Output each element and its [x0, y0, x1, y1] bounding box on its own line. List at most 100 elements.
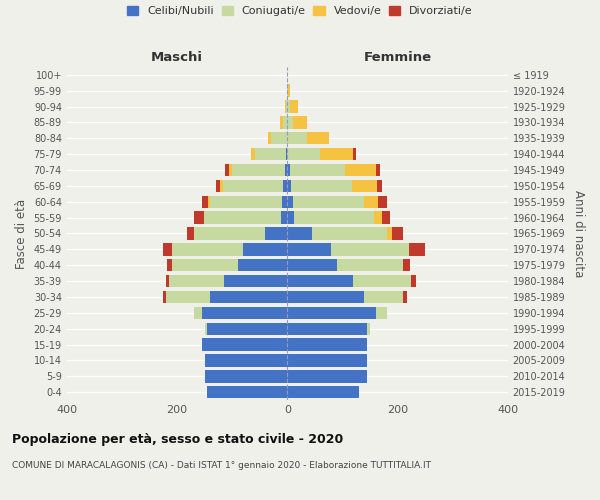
- Bar: [238, 259, 287, 272]
- Bar: [282, 196, 287, 208]
- Bar: [215, 180, 220, 192]
- Bar: [172, 243, 243, 256]
- Bar: [287, 100, 290, 112]
- Bar: [284, 100, 286, 112]
- Bar: [205, 322, 208, 335]
- Bar: [287, 116, 293, 128]
- Text: Maschi: Maschi: [151, 50, 203, 64]
- Bar: [290, 164, 345, 176]
- Bar: [287, 386, 359, 398]
- Bar: [202, 338, 287, 351]
- Bar: [367, 322, 370, 335]
- Bar: [312, 228, 386, 239]
- Bar: [166, 291, 210, 303]
- Y-axis label: Fasce di età: Fasce di età: [15, 198, 28, 268]
- Bar: [307, 132, 329, 144]
- Bar: [169, 275, 224, 287]
- Bar: [287, 259, 337, 272]
- Bar: [287, 322, 367, 335]
- Bar: [364, 196, 378, 208]
- Bar: [293, 116, 307, 128]
- Bar: [290, 100, 298, 112]
- Bar: [194, 228, 265, 239]
- Bar: [163, 291, 166, 303]
- Legend: Celibi/Nubili, Coniugati/e, Vedovi/e, Divorziati/e: Celibi/Nubili, Coniugati/e, Vedovi/e, Di…: [127, 6, 473, 16]
- Bar: [353, 148, 356, 160]
- Bar: [409, 243, 425, 256]
- Bar: [287, 243, 331, 256]
- Bar: [287, 370, 367, 382]
- Bar: [251, 148, 256, 160]
- Bar: [283, 180, 287, 192]
- Bar: [291, 180, 352, 192]
- Y-axis label: Anni di nascita: Anni di nascita: [572, 190, 585, 277]
- Bar: [208, 196, 210, 208]
- Bar: [205, 370, 287, 382]
- Bar: [287, 275, 353, 287]
- Bar: [194, 212, 203, 224]
- Bar: [225, 164, 229, 176]
- Bar: [287, 132, 307, 144]
- Bar: [403, 259, 410, 272]
- Bar: [223, 180, 283, 192]
- Bar: [243, 243, 287, 256]
- Bar: [364, 291, 403, 303]
- Bar: [166, 275, 169, 287]
- Bar: [283, 116, 287, 128]
- Bar: [287, 180, 291, 192]
- Bar: [377, 180, 382, 192]
- Bar: [281, 212, 287, 224]
- Bar: [286, 148, 287, 160]
- Bar: [293, 196, 364, 208]
- Text: Popolazione per età, sesso e stato civile - 2020: Popolazione per età, sesso e stato civil…: [12, 432, 343, 446]
- Bar: [376, 164, 380, 176]
- Bar: [287, 306, 376, 319]
- Bar: [392, 228, 403, 239]
- Bar: [167, 259, 172, 272]
- Bar: [287, 338, 367, 351]
- Bar: [287, 148, 320, 160]
- Bar: [210, 291, 287, 303]
- Bar: [224, 275, 287, 287]
- Bar: [331, 243, 409, 256]
- Bar: [202, 196, 208, 208]
- Text: COMUNE DI MARACALAGONIS (CA) - Dati ISTAT 1° gennaio 2020 - Elaborazione TUTTITA: COMUNE DI MARACALAGONIS (CA) - Dati ISTA…: [12, 460, 431, 469]
- Bar: [403, 291, 407, 303]
- Bar: [271, 132, 287, 144]
- Bar: [353, 275, 412, 287]
- Bar: [412, 275, 416, 287]
- Bar: [256, 148, 286, 160]
- Bar: [320, 148, 353, 160]
- Bar: [284, 164, 287, 176]
- Bar: [287, 228, 312, 239]
- Bar: [187, 228, 194, 239]
- Bar: [208, 386, 287, 398]
- Bar: [205, 354, 287, 366]
- Bar: [337, 259, 403, 272]
- Bar: [229, 164, 232, 176]
- Bar: [287, 164, 290, 176]
- Bar: [163, 243, 172, 256]
- Bar: [386, 228, 392, 239]
- Bar: [378, 196, 386, 208]
- Bar: [280, 116, 283, 128]
- Bar: [374, 212, 382, 224]
- Bar: [376, 306, 386, 319]
- Bar: [382, 212, 391, 224]
- Bar: [203, 212, 281, 224]
- Bar: [287, 196, 293, 208]
- Bar: [294, 212, 374, 224]
- Text: Femmine: Femmine: [364, 50, 431, 64]
- Bar: [287, 354, 367, 366]
- Bar: [232, 164, 284, 176]
- Bar: [194, 306, 202, 319]
- Bar: [287, 84, 289, 97]
- Bar: [345, 164, 376, 176]
- Bar: [210, 196, 282, 208]
- Bar: [352, 180, 377, 192]
- Bar: [287, 291, 364, 303]
- Bar: [289, 84, 290, 97]
- Bar: [172, 259, 238, 272]
- Bar: [208, 322, 287, 335]
- Bar: [202, 306, 287, 319]
